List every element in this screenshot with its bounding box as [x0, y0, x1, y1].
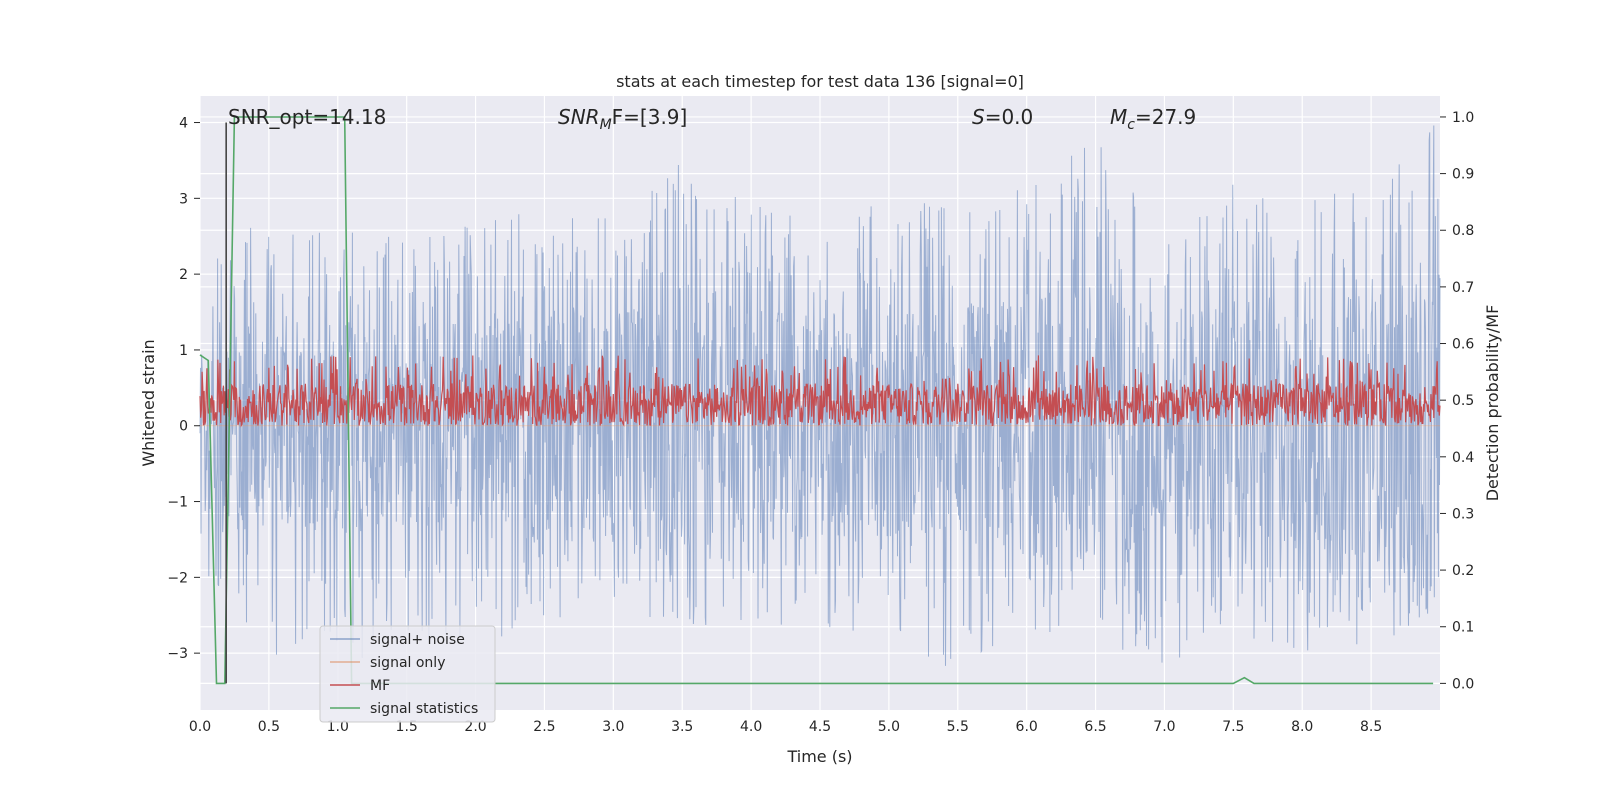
annotation-mc-rest: =27.9 — [1135, 105, 1196, 129]
x-tick-label: 1.0 — [327, 719, 349, 735]
legend-box — [319, 625, 496, 723]
x-tick-label: 5.0 — [878, 719, 900, 735]
legend-label-mf: MF — [370, 678, 390, 694]
series-mf-line — [199, 355, 1441, 428]
y-tick-label: 1 — [179, 343, 188, 359]
chart-title: stats at each timestep for test data 136… — [616, 72, 1024, 91]
y-right-tick-label: 0.6 — [1452, 337, 1474, 353]
annotation-s-main: S — [972, 105, 985, 129]
x-tick-label: 7.5 — [1222, 719, 1244, 735]
x-tick-label: 1.5 — [396, 719, 418, 735]
x-tick-label: 2.0 — [464, 719, 486, 735]
x-tick-label: 3.5 — [671, 719, 693, 735]
x-tick-label: 8.0 — [1291, 719, 1313, 735]
annotation-mc-sub: c — [1127, 117, 1135, 133]
legend: signal+ noise signal only MF signal stat… — [319, 625, 496, 723]
x-tick-label: 8.5 — [1360, 719, 1382, 735]
series-signal-statistics-line — [199, 116, 1434, 685]
annotation-snr-opt: SNR_opt=14.18 — [228, 105, 386, 129]
y-axis-label: Whitened strain — [139, 339, 158, 466]
y-right-tick-label: 0.8 — [1452, 223, 1474, 239]
y-right-tick-label: 0.5 — [1452, 393, 1474, 409]
x-tick-label: 6.5 — [1084, 719, 1106, 735]
y-right-tick-label: 0.7 — [1452, 280, 1474, 296]
x-tick-label: 0.0 — [189, 719, 211, 735]
x-tick-label: 7.0 — [1153, 719, 1175, 735]
y-tick-label: −1 — [167, 495, 188, 511]
annotation-snr-mf-rest: F=[3.9] — [612, 105, 688, 129]
y-tick-label: 3 — [179, 191, 188, 207]
y-tick-label: −3 — [167, 646, 188, 662]
x-tick-label: 4.0 — [740, 719, 762, 735]
x-axis-label: Time (s) — [786, 747, 852, 766]
annotation-s: S=0.0 — [972, 105, 1033, 129]
series-layer — [199, 116, 1441, 685]
y-right-tick-label: 0.9 — [1452, 167, 1474, 183]
legend-label-signal-only: signal only — [370, 655, 445, 671]
x-tick-label: 2.5 — [533, 719, 555, 735]
legend-label-signal-noise: signal+ noise — [370, 632, 465, 648]
y-tick-label: 2 — [179, 267, 188, 283]
series-signal-noise-line — [199, 125, 1441, 666]
x-tick-label: 0.5 — [258, 719, 280, 735]
annotation-mc-main: M — [1110, 105, 1127, 129]
y-right-tick-label: 0.0 — [1452, 676, 1474, 692]
y-right-axis-label: Detection probability/MF — [1483, 305, 1502, 502]
y-right-tick-label: 0.1 — [1452, 620, 1474, 636]
y-right-tick-label: 1.0 — [1452, 110, 1474, 126]
x-tick-label: 4.5 — [809, 719, 831, 735]
ticks: 0.0 0.5 1.0 1.5 2.0 2.5 3.0 3.5 4.0 4.5 5.0 5.5 6.0 6… — [167, 110, 1474, 735]
annotation-mc: Mc=27.9 — [1110, 105, 1196, 133]
annotation-snr-mf-sub: M — [600, 117, 612, 133]
y-right-tick-label: 0.3 — [1452, 506, 1474, 522]
x-tick-label: 3.0 — [602, 719, 624, 735]
legend-label-signal-statistics: signal statistics — [370, 701, 478, 717]
y-right-tick-label: 0.2 — [1452, 563, 1474, 579]
y-tick-label: 0 — [179, 419, 188, 435]
annotation-snr-mf: SNRMF=[3.9] — [558, 105, 687, 133]
y-tick-label: 4 — [179, 116, 188, 132]
annotation-snr-mf-main: SNR — [558, 105, 600, 129]
x-tick-label: 6.0 — [1016, 719, 1038, 735]
y-right-tick-label: 0.4 — [1452, 450, 1474, 466]
y-tick-label: −2 — [167, 570, 188, 586]
annotation-s-rest: =0.0 — [985, 105, 1034, 129]
x-tick-label: 5.5 — [947, 719, 969, 735]
